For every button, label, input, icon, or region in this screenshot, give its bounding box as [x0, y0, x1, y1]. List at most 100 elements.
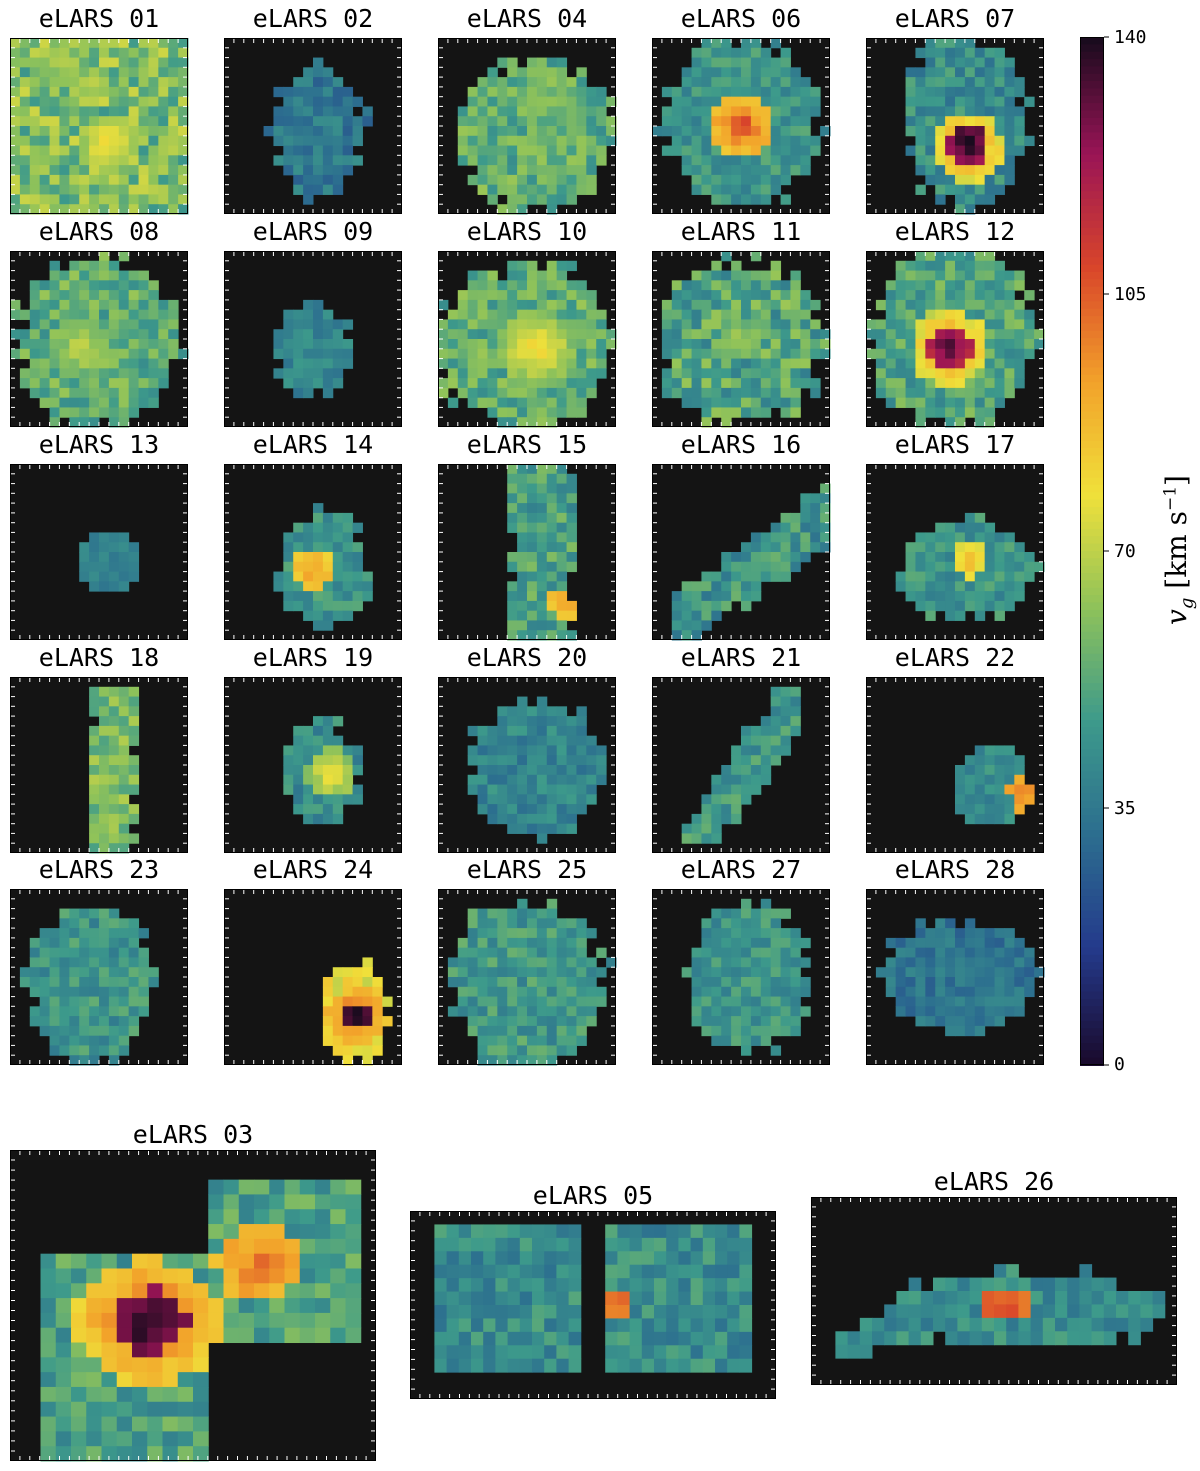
map-pixel	[731, 77, 742, 88]
map-pixel	[158, 38, 169, 49]
map-pixel	[1004, 378, 1015, 389]
map-pixel	[322, 986, 334, 998]
map-pixel	[731, 784, 742, 795]
map-pixel	[945, 552, 956, 563]
map-pixel	[760, 735, 772, 746]
map-pixel	[128, 696, 140, 707]
map-pixel	[711, 96, 722, 107]
map-pixel	[29, 47, 41, 59]
map-pixel	[691, 135, 702, 147]
map-pixel	[546, 986, 558, 998]
map-pixel	[303, 522, 314, 533]
map-pixel	[546, 745, 558, 756]
map-pixel	[731, 561, 742, 573]
map-pixel	[721, 145, 732, 156]
map-pixel	[895, 299, 907, 311]
panel-title-eLARS-16: eLARS 16	[680, 430, 802, 459]
map-pixel	[49, 947, 60, 958]
map-pixel	[721, 774, 732, 786]
map-pixel	[955, 561, 966, 573]
map-pixel	[118, 155, 130, 166]
map-pixel	[118, 928, 130, 939]
map-pixel	[39, 368, 51, 379]
velocity-map-eLARS-07	[866, 38, 1044, 215]
map-pixel	[158, 57, 169, 68]
map-pixel	[895, 309, 907, 320]
map-pixel	[487, 784, 498, 795]
map-pixel	[731, 299, 742, 311]
map-pixel	[671, 280, 683, 291]
map-pixel	[925, 86, 936, 98]
map-pixel	[974, 96, 986, 107]
map-pixel	[790, 280, 801, 291]
map-pixel	[10, 145, 21, 156]
map-pixel	[586, 1006, 597, 1017]
velocity-map-eLARS-18	[10, 677, 188, 854]
map-pixel	[293, 735, 304, 746]
map-pixel	[691, 833, 702, 844]
map-pixel	[566, 928, 577, 939]
map-pixel	[168, 106, 179, 117]
map-pixel	[128, 106, 140, 117]
map-pixel	[487, 804, 498, 815]
map-pixel	[517, 571, 528, 582]
map-pixel	[527, 299, 538, 311]
map-pixel	[99, 716, 110, 727]
map-pixel	[148, 57, 159, 68]
map-pixel	[671, 329, 683, 340]
map-pixel	[108, 755, 120, 766]
map-pixel	[89, 155, 100, 166]
map-pixel	[477, 908, 488, 919]
map-pixel	[790, 725, 801, 737]
map-pixel	[984, 290, 996, 301]
map-pixel	[721, 329, 732, 340]
map-pixel	[39, 96, 51, 107]
map-pixel	[69, 928, 80, 939]
map-pixel	[671, 378, 683, 389]
map-pixel	[556, 928, 568, 939]
map-pixel	[89, 417, 100, 428]
map-pixel	[527, 725, 538, 737]
map-pixel	[536, 1006, 548, 1017]
map-pixel	[322, 581, 334, 592]
panel-title-eLARS-19: eLARS 19	[252, 643, 374, 672]
map-pixel	[760, 116, 772, 127]
map-pixel	[701, 135, 712, 147]
map-pixel	[721, 270, 732, 281]
map-pixel	[691, 813, 702, 825]
map-pixel	[711, 581, 722, 592]
map-pixel	[332, 96, 344, 107]
map-pixel	[49, 967, 60, 978]
map-pixel	[671, 600, 683, 612]
velocity-map-eLARS-09	[224, 251, 402, 427]
map-pixel	[681, 77, 693, 88]
map-pixel	[566, 86, 577, 98]
map-pixel	[293, 145, 304, 156]
map-pixel	[964, 407, 976, 418]
map-pixel	[507, 804, 518, 815]
map-pixel	[487, 947, 498, 958]
map-pixel	[332, 155, 344, 166]
map-pixel	[576, 145, 587, 156]
map-pixel	[108, 928, 120, 939]
map-pixel	[89, 368, 100, 379]
map-pixel	[342, 522, 354, 533]
map-pixel	[447, 977, 459, 988]
map-pixel	[128, 755, 140, 766]
map-pixel	[546, 630, 558, 641]
map-pixel	[606, 957, 617, 968]
map-pixel	[546, 174, 558, 186]
map-pixel	[29, 204, 41, 215]
map-pixel	[556, 260, 568, 272]
map-pixel	[497, 1016, 508, 1027]
map-pixel	[800, 532, 811, 543]
map-pixel	[964, 387, 976, 399]
map-pixel	[128, 184, 140, 195]
map-pixel	[507, 1025, 518, 1037]
map-pixel	[915, 309, 926, 320]
map-pixel	[148, 106, 159, 117]
map-pixel	[108, 309, 120, 320]
map-pixel	[964, 155, 976, 166]
map-pixel	[661, 116, 673, 127]
map-pixel	[467, 986, 479, 998]
